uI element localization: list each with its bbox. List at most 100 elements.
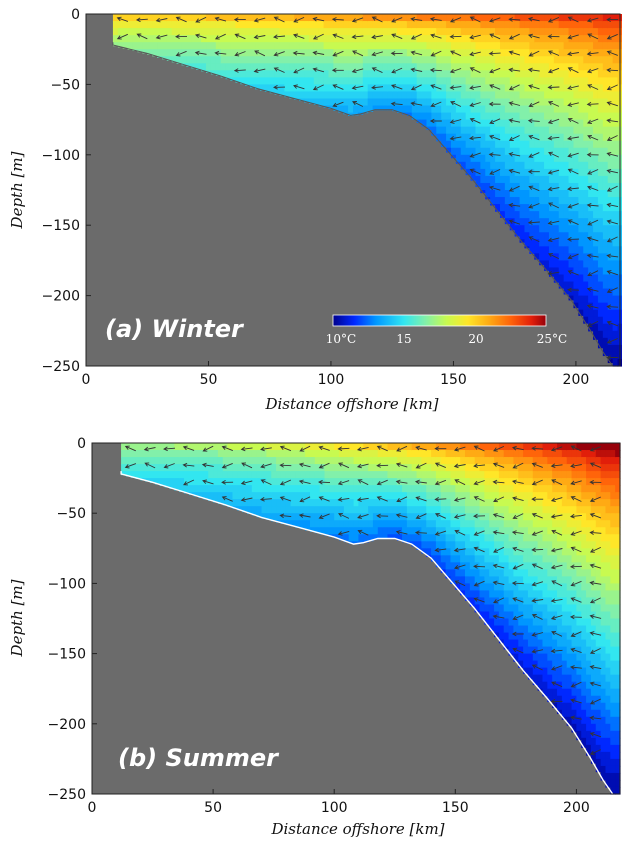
temperature-cell — [339, 485, 345, 493]
temperature-cell — [539, 49, 545, 57]
temperature-cell — [523, 646, 529, 655]
temperature-cell — [338, 28, 344, 36]
temperature-cell — [583, 140, 589, 149]
temperature-cell — [590, 506, 597, 514]
temperature-cell — [509, 63, 516, 71]
temperature-cell — [534, 211, 540, 219]
temperature-cell — [514, 190, 521, 198]
temperature-cell — [460, 471, 466, 479]
velocity-arrow — [415, 496, 427, 502]
temperature-cell — [164, 478, 171, 486]
temperature-cell — [274, 84, 281, 93]
temperature-cell — [595, 667, 602, 676]
temperature-cell — [595, 618, 602, 627]
temperature-cell — [232, 478, 238, 486]
temperature-cell — [534, 14, 540, 22]
temperature-cell — [534, 161, 540, 170]
temperature-cell — [480, 77, 486, 85]
temperature-cell — [294, 91, 300, 100]
temperature-cell — [269, 28, 276, 36]
temperature-cell — [289, 14, 295, 22]
temperature-cell — [527, 625, 534, 634]
temperature-cell — [576, 464, 582, 472]
temperature-cell — [597, 70, 604, 78]
temperature-cell — [353, 49, 359, 57]
velocity-arrow — [606, 320, 618, 327]
temperature-cell — [465, 98, 472, 107]
temperature-cell — [612, 330, 619, 339]
temperature-cell — [421, 534, 427, 542]
x-tick-label: 150 — [442, 800, 469, 816]
temperature-cell — [610, 604, 616, 613]
temperature-cell — [455, 77, 462, 85]
temperature-cell — [266, 499, 272, 507]
velocity-arrow — [155, 17, 168, 23]
temperature-cell — [612, 344, 619, 353]
temperature-cell — [431, 133, 437, 136]
temperature-cell — [558, 63, 565, 71]
temperature-cell — [514, 77, 521, 85]
temperature-cell — [534, 98, 540, 107]
temperature-cell — [607, 168, 614, 177]
temperature-cell — [563, 112, 570, 121]
temperature-cell — [514, 225, 521, 233]
temperature-cell — [519, 161, 526, 170]
temperature-cell — [279, 70, 286, 78]
temperature-cell — [527, 590, 534, 599]
temperature-cell — [240, 21, 246, 29]
velocity-arrow — [570, 647, 582, 654]
temperature-cell — [581, 562, 587, 570]
temperature-cell — [557, 520, 563, 528]
temperature-cell — [548, 63, 555, 71]
temperature-cell — [518, 520, 524, 528]
velocity-arrow — [473, 530, 485, 536]
temperature-cell — [542, 534, 548, 542]
temperature-cell — [455, 527, 461, 535]
temperature-cell — [615, 499, 621, 507]
temperature-cell — [490, 63, 496, 71]
temperature-cell — [576, 709, 582, 718]
temperature-cell — [568, 98, 575, 107]
temperature-cell — [503, 576, 510, 584]
temperature-cell — [294, 21, 300, 29]
temperature-cell — [610, 618, 616, 627]
velocity-arrow — [606, 253, 619, 259]
temperature-cell — [495, 204, 501, 212]
temperature-cell — [607, 232, 614, 240]
temperature-cell — [586, 576, 592, 584]
temperature-cell — [593, 161, 599, 170]
temperature-cell — [588, 211, 594, 219]
temperature-cell — [289, 56, 295, 64]
temperature-cell — [441, 14, 447, 22]
velocity-arrow — [511, 445, 524, 451]
temperature-cell — [431, 443, 437, 451]
velocity-arrow — [511, 580, 524, 586]
temperature-cell — [137, 21, 143, 29]
temperature-cell — [464, 450, 471, 458]
temperature-cell — [406, 443, 413, 451]
velocity-arrow — [493, 445, 505, 452]
velocity-arrow — [492, 563, 505, 569]
temperature-cell — [518, 457, 524, 465]
temperature-cell — [612, 309, 619, 318]
temperature-cell — [484, 541, 490, 549]
temperature-cell — [514, 161, 521, 170]
temperature-cell — [353, 513, 360, 521]
velocity-arrow — [508, 202, 521, 208]
temperature-cell — [280, 457, 287, 465]
temperature-cell — [255, 14, 261, 22]
temperature-cell — [542, 625, 548, 634]
velocity-arrow — [512, 462, 524, 469]
temperature-cell — [595, 534, 602, 542]
velocity-arrow — [318, 513, 330, 519]
temperature-cell — [494, 492, 500, 500]
temperature-cell — [576, 443, 582, 451]
temperature-cell — [610, 744, 616, 753]
temperature-cell — [227, 443, 234, 451]
temperature-cell — [377, 485, 384, 493]
temperature-cell — [250, 77, 256, 85]
temperature-cell — [122, 28, 129, 36]
temperature-cell — [161, 21, 168, 29]
temperature-cell — [508, 527, 515, 535]
temperature-cell — [460, 140, 467, 149]
